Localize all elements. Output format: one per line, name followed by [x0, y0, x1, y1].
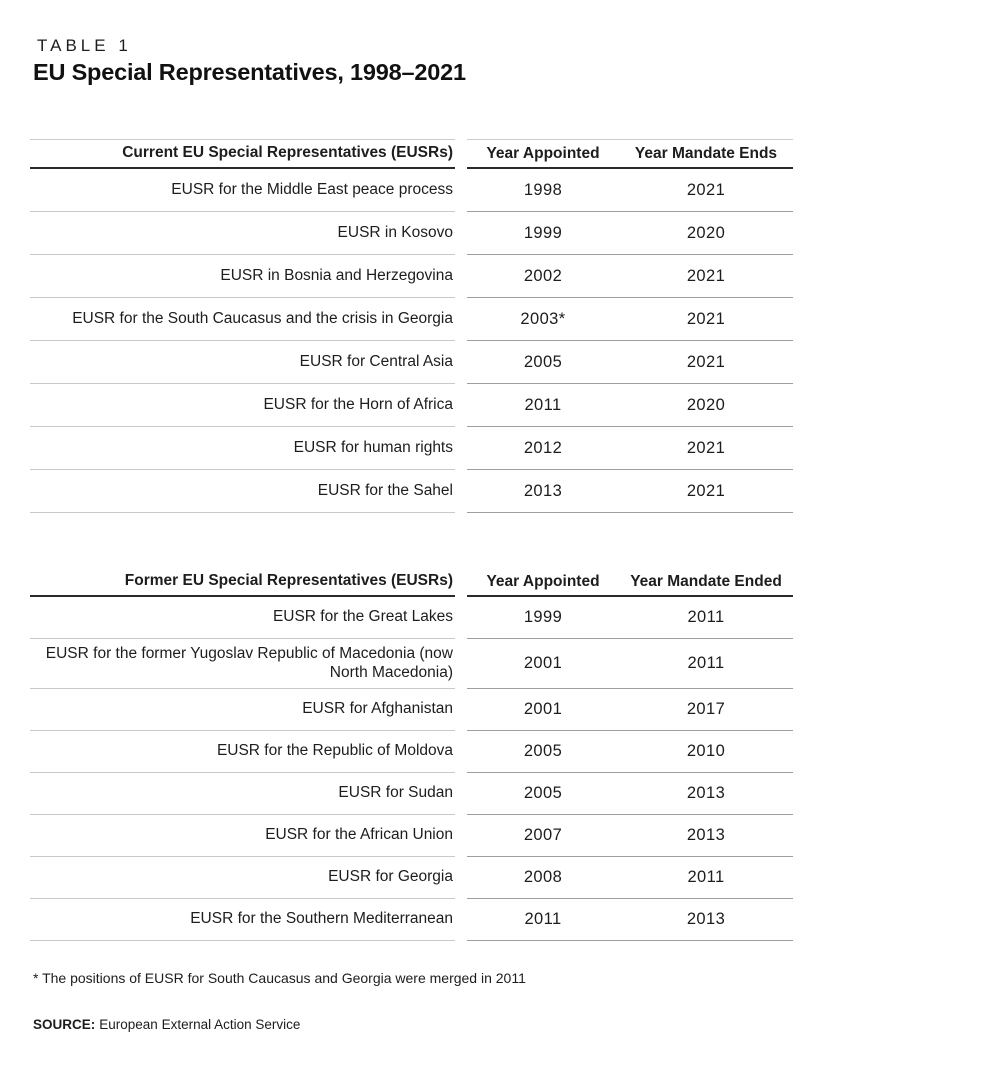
year-mandate-cell: 2010 — [686, 742, 726, 760]
eusr-name-cell: EUSR for Central Asia — [30, 341, 455, 384]
year-mandate-cell: 2013 — [686, 910, 726, 928]
source-text: European External Action Service — [99, 1017, 301, 1032]
table-row: EUSR for the African Union 2007 2013 — [30, 815, 793, 857]
table-label: TABLE 1 — [37, 36, 132, 55]
column-gap — [455, 341, 467, 384]
table-row: EUSR for Central Asia 2005 2021 — [30, 341, 793, 384]
table-row: EUSR in Bosnia and Herzegovina 2002 2021 — [30, 255, 793, 298]
current-eusr-table: Current EU Special Representatives (EUSR… — [30, 139, 793, 513]
column-gap — [455, 255, 467, 298]
table-row: EUSR for Afghanistan 2001 2017 — [30, 689, 793, 731]
year-appointed-cell: 2002 — [523, 266, 563, 285]
column-gap — [455, 571, 467, 597]
table-row: EUSR for the Horn of Africa 2011 2020 — [30, 384, 793, 427]
year-appointed-cell: 2001 — [523, 700, 563, 718]
eusr-name-cell: EUSR for the Republic of Moldova — [30, 731, 455, 773]
column-gap — [455, 639, 467, 689]
year-mandate-cell: 2021 — [686, 266, 726, 285]
source-line: SOURCE: European External Action Service — [33, 1017, 300, 1032]
eusr-name-cell: EUSR for the South Caucasus and the cris… — [30, 298, 455, 341]
year-mandate-cell: 2017 — [686, 700, 726, 718]
column-gap — [455, 384, 467, 427]
table-header-row: Current EU Special Representatives (EUSR… — [30, 139, 793, 169]
table-row: EUSR for the Great Lakes 1999 2011 — [30, 597, 793, 639]
eusr-name-cell: EUSR in Bosnia and Herzegovina — [30, 255, 455, 298]
eusr-name-cell: EUSR for the African Union — [30, 815, 455, 857]
table-row: EUSR for Georgia 2008 2011 — [30, 857, 793, 899]
column-gap — [455, 815, 467, 857]
table-row: EUSR for human rights 2012 2021 — [30, 427, 793, 470]
year-appointed-cell: 2003* — [520, 309, 566, 328]
table-row: EUSR for the Sahel 2013 2021 — [30, 470, 793, 513]
column-gap — [455, 470, 467, 513]
year-appointed-cell: 2007 — [523, 826, 563, 844]
year-appointed-cell: 2005 — [523, 352, 563, 371]
year-mandate-cell: 2011 — [687, 608, 725, 626]
header-year-appointed: Year Appointed — [486, 145, 600, 162]
column-gap — [455, 212, 467, 255]
year-mandate-cell: 2021 — [686, 481, 726, 500]
year-appointed-cell: 1998 — [523, 180, 563, 199]
column-gap — [455, 731, 467, 773]
page-title: EU Special Representatives, 1998–2021 — [33, 59, 466, 85]
eusr-name-cell: EUSR for the former Yugoslav Republic of… — [30, 639, 455, 689]
eusr-name-cell: EUSR for Afghanistan — [30, 689, 455, 731]
column-gap — [455, 169, 467, 212]
eusr-name-cell: EUSR for the Middle East peace process — [30, 169, 455, 212]
column-gap — [455, 139, 467, 169]
year-appointed-cell: 2012 — [523, 438, 563, 457]
eusr-name-cell: EUSR for the Horn of Africa — [30, 384, 455, 427]
year-mandate-cell: 2020 — [686, 395, 726, 414]
year-appointed-cell: 2005 — [523, 784, 563, 802]
source-label: SOURCE: — [33, 1017, 96, 1032]
eusr-name-cell: EUSR for human rights — [30, 427, 455, 470]
table-row: EUSR for the Southern Mediterranean 2011… — [30, 899, 793, 941]
year-mandate-cell: 2020 — [686, 223, 726, 242]
year-appointed-cell: 2005 — [523, 742, 563, 760]
year-mandate-cell: 2013 — [686, 826, 726, 844]
column-gap — [455, 427, 467, 470]
year-mandate-cell: 2011 — [687, 654, 725, 672]
eusr-name-cell: EUSR for the Great Lakes — [30, 597, 455, 639]
column-gap — [455, 857, 467, 899]
table-row: EUSR for the Middle East peace process 1… — [30, 169, 793, 212]
footnote: * The positions of EUSR for South Caucas… — [33, 970, 526, 986]
column-gap — [455, 597, 467, 639]
table-header-row: Former EU Special Representatives (EUSRs… — [30, 571, 793, 597]
year-appointed-cell: 1999 — [523, 223, 563, 242]
eusr-name-cell: EUSR for Georgia — [30, 857, 455, 899]
header-name-column: Former EU Special Representatives (EUSRs… — [30, 571, 455, 597]
year-mandate-cell: 2021 — [686, 438, 726, 457]
header-name-column: Current EU Special Representatives (EUSR… — [30, 139, 455, 169]
year-mandate-cell: 2021 — [686, 180, 726, 199]
year-appointed-cell: 2011 — [524, 395, 562, 414]
table-row: EUSR for the South Caucasus and the cris… — [30, 298, 793, 341]
year-appointed-cell: 2011 — [524, 910, 562, 928]
eusr-name-cell: EUSR for the Sahel — [30, 470, 455, 513]
year-mandate-cell: 2021 — [686, 352, 726, 371]
year-appointed-cell: 2013 — [523, 481, 563, 500]
eusr-name-cell: EUSR in Kosovo — [30, 212, 455, 255]
table-row: EUSR for Sudan 2005 2013 — [30, 773, 793, 815]
year-appointed-cell: 2001 — [523, 654, 563, 672]
column-gap — [455, 689, 467, 731]
year-appointed-cell: 1999 — [523, 608, 563, 626]
eusr-name-cell: EUSR for the Southern Mediterranean — [30, 899, 455, 941]
header-year-mandate-ended: Year Mandate Ended — [630, 573, 782, 590]
year-mandate-cell: 2021 — [686, 309, 726, 328]
former-eusr-table: Former EU Special Representatives (EUSRs… — [30, 571, 793, 941]
header-year-appointed: Year Appointed — [486, 573, 600, 590]
year-appointed-cell: 2008 — [523, 868, 563, 886]
column-gap — [455, 899, 467, 941]
year-mandate-cell: 2011 — [687, 868, 725, 886]
table-row: EUSR in Kosovo 1999 2020 — [30, 212, 793, 255]
column-gap — [455, 773, 467, 815]
table-row: EUSR for the former Yugoslav Republic of… — [30, 639, 793, 689]
eusr-name-cell: EUSR for Sudan — [30, 773, 455, 815]
table-row: EUSR for the Republic of Moldova 2005 20… — [30, 731, 793, 773]
column-gap — [455, 298, 467, 341]
header-year-mandate-ends: Year Mandate Ends — [634, 145, 778, 162]
year-mandate-cell: 2013 — [686, 784, 726, 802]
